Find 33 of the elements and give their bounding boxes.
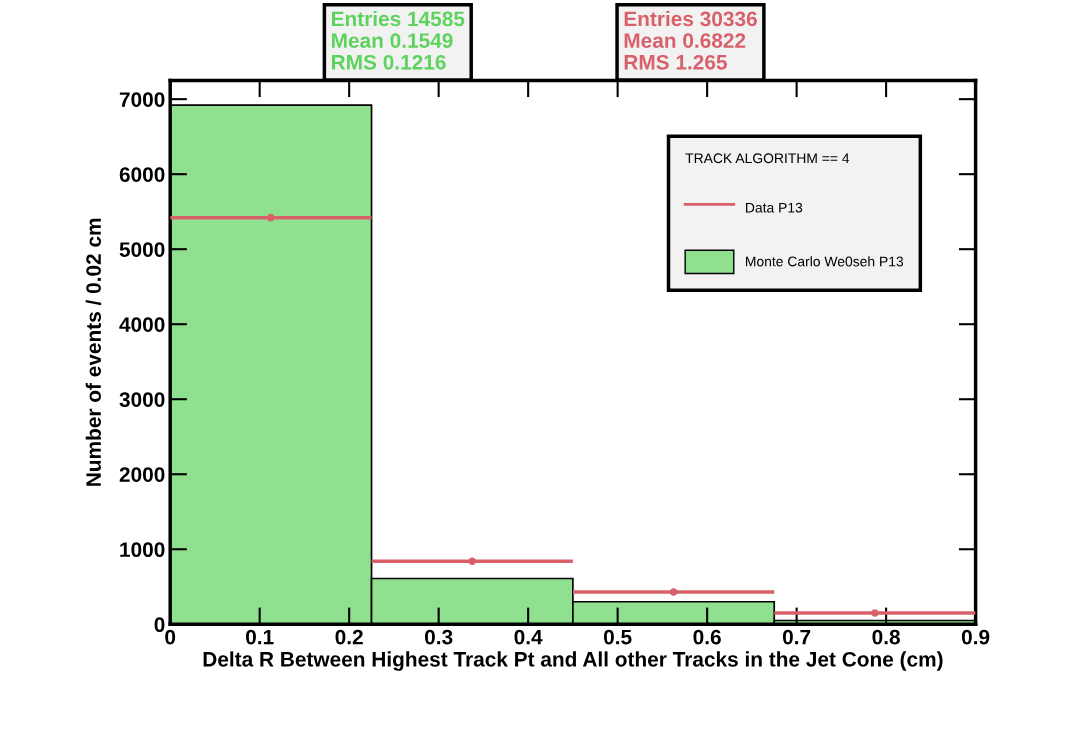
x-axis-title: Delta R Between Highest Track Pt and All other Tracks in the Jet Cone (cm) (203, 651, 943, 671)
text: Mean 0.1549 (332, 33, 453, 48)
x-tick-label: 0.5 (603, 629, 632, 645)
x-tick-label: 0.8 (872, 629, 900, 645)
x-tick-label: 0.1 (246, 629, 274, 645)
x-tick-label: 0.6 (693, 629, 721, 645)
y-tick-label: 1000 (120, 542, 165, 558)
x-tick-label: 0.2 (335, 629, 363, 645)
x-tick-label: 0.4 (514, 629, 543, 645)
legend-label: Monte Carlo We0seh P13 (746, 256, 904, 267)
text: RMS 1.265 (624, 54, 727, 70)
text: Entries 14585 (332, 10, 465, 27)
y-tick-label: 7000 (119, 92, 165, 107)
y-axis-title: Number of events / 0.02 cm (85, 218, 102, 486)
x-tick-label: 0.7 (782, 629, 811, 645)
text: RMS 0.1216 (332, 54, 446, 70)
y-tick-label: 4000 (119, 317, 165, 332)
y-tick-label: 3000 (119, 392, 165, 408)
y-tick-label: 2000 (119, 467, 165, 482)
y-tick-label: 0 (154, 617, 165, 633)
x-tick-label: 0.3 (425, 629, 453, 645)
x-tick-label: 0 (165, 629, 176, 645)
y-tick-label: 5000 (119, 242, 165, 257)
text: Mean 0.6822 (624, 33, 746, 48)
y-tick-label: 6000 (119, 167, 165, 182)
point (468, 557, 477, 566)
legend-title: TRACK ALGORITHM == 4 (685, 153, 850, 164)
text: Entries 30336 (624, 10, 757, 27)
point (267, 213, 275, 222)
point (669, 588, 678, 596)
point (871, 609, 879, 617)
legend-label: Data P13 (746, 202, 803, 213)
x-tick-label: 0.9 (961, 629, 990, 645)
